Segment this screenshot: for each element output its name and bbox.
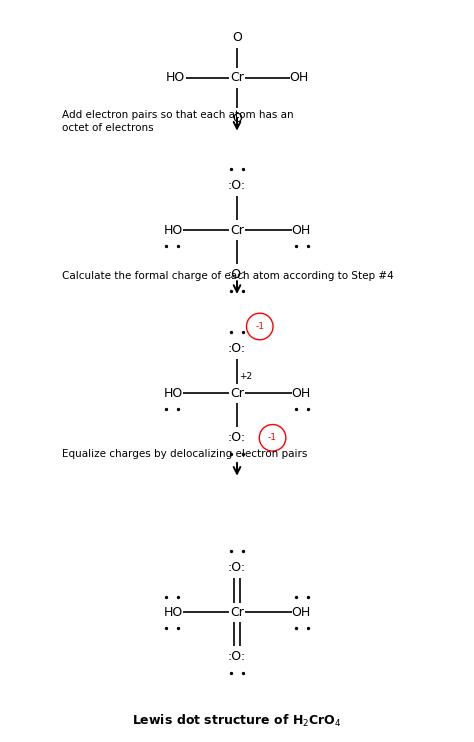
Text: HO: HO [164,223,182,237]
Text: Lewis dot structure of H$_2$CrO$_4$: Lewis dot structure of H$_2$CrO$_4$ [132,712,342,729]
Text: Cr: Cr [230,387,244,400]
Text: -1: -1 [255,322,264,331]
Text: O: O [232,30,242,44]
Text: Equalize charges by delocalizing electron pairs: Equalize charges by delocalizing electro… [62,449,307,459]
Text: +2: +2 [239,372,253,381]
Text: :O:: :O: [228,179,246,192]
Text: O: O [232,112,242,125]
Text: :O:: :O: [228,561,246,574]
Text: OH: OH [289,71,308,85]
Text: Cr: Cr [230,605,244,619]
Text: OH: OH [292,387,310,400]
Text: HO: HO [164,605,182,619]
Text: HO: HO [166,71,185,85]
Text: OH: OH [292,223,310,237]
Text: -1: -1 [268,433,277,442]
Text: :O:: :O: [228,650,246,663]
Text: Cr: Cr [230,71,244,85]
Text: Calculate the formal charge of each atom according to Step #4: Calculate the formal charge of each atom… [62,271,393,280]
Text: :O:: :O: [228,431,246,444]
Text: :O:: :O: [228,342,246,355]
Text: OH: OH [292,605,310,619]
Text: Add electron pairs so that each atom has an
octet of electrons: Add electron pairs so that each atom has… [62,110,293,133]
Text: Cr: Cr [230,223,244,237]
Text: :O:: :O: [228,268,246,281]
Text: HO: HO [164,387,182,400]
